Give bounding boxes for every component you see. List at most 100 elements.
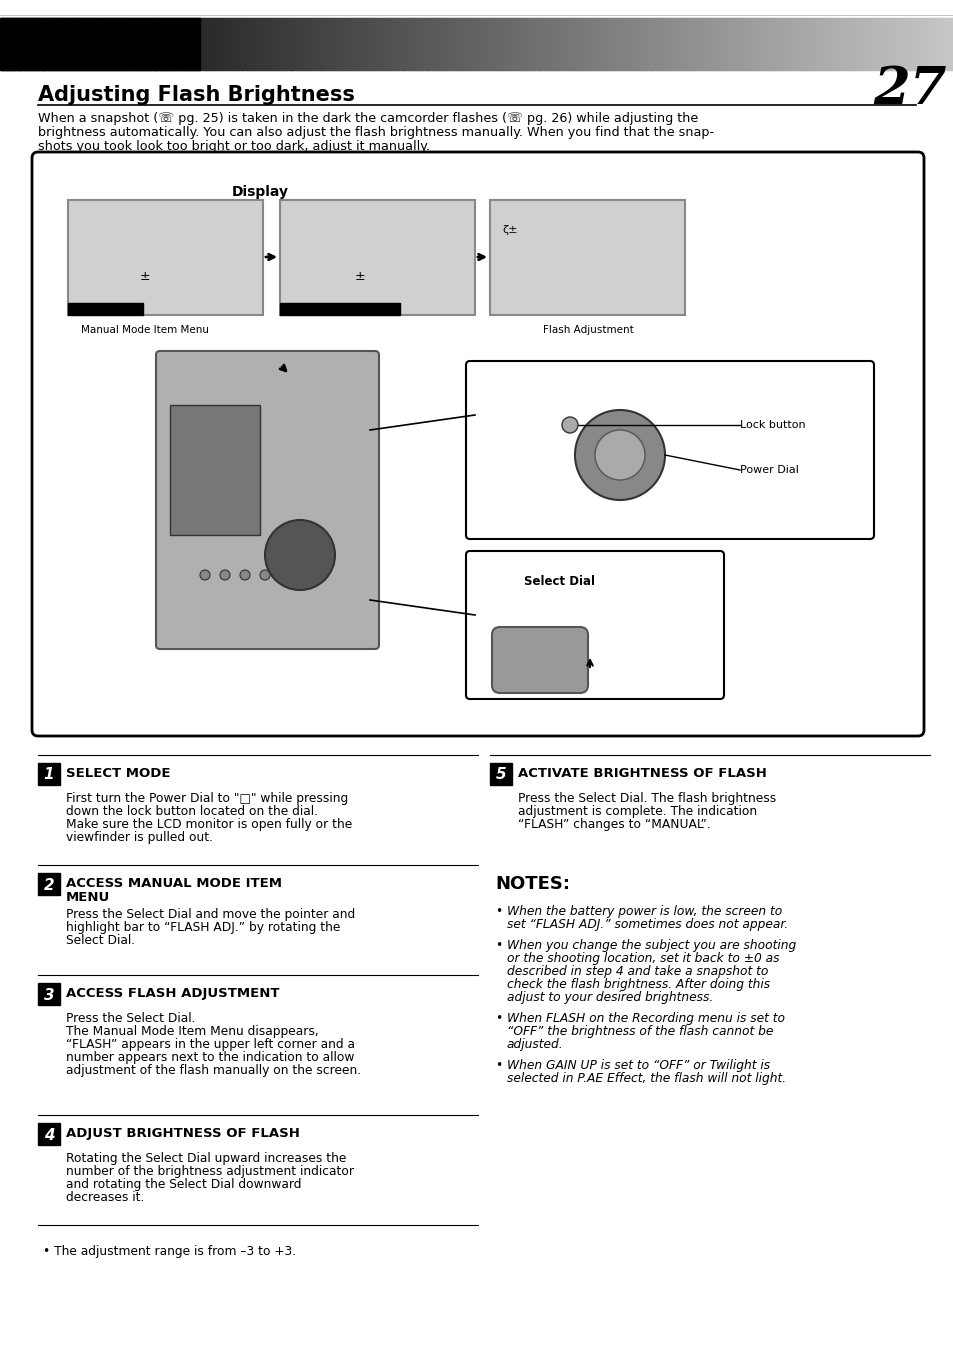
Text: When GAIN UP is set to “OFF” or Twilight is: When GAIN UP is set to “OFF” or Twilight… <box>506 1060 769 1072</box>
Bar <box>319 18 323 70</box>
Bar <box>915 18 919 70</box>
Bar <box>491 18 495 70</box>
Bar <box>141 18 144 70</box>
Bar <box>845 18 849 70</box>
Circle shape <box>200 570 210 580</box>
Bar <box>334 18 337 70</box>
Bar <box>316 18 320 70</box>
Bar <box>593 18 597 70</box>
Bar <box>467 18 471 70</box>
Bar <box>581 18 585 70</box>
FancyBboxPatch shape <box>492 627 587 692</box>
Bar <box>129 18 132 70</box>
Bar <box>348 18 352 70</box>
Bar <box>562 18 566 70</box>
Circle shape <box>220 570 230 580</box>
Bar <box>801 18 804 70</box>
Bar <box>295 18 299 70</box>
Bar <box>416 18 420 70</box>
Bar <box>913 18 916 70</box>
Text: “FLASH” appears in the upper left corner and a: “FLASH” appears in the upper left corner… <box>66 1038 355 1051</box>
Bar <box>774 18 778 70</box>
Bar <box>829 18 833 70</box>
Bar <box>515 18 518 70</box>
Bar <box>429 18 433 70</box>
Bar <box>802 18 806 70</box>
Bar <box>112 18 115 70</box>
Text: ✔±: ✔± <box>74 305 88 314</box>
Bar <box>469 18 473 70</box>
Bar <box>167 18 171 70</box>
Bar <box>901 18 904 70</box>
Bar <box>283 18 287 70</box>
Bar <box>512 18 516 70</box>
Bar <box>335 18 339 70</box>
Bar <box>577 18 580 70</box>
Text: decreases it.: decreases it. <box>66 1191 144 1205</box>
Bar <box>791 18 795 70</box>
Text: Select Dial: Select Dial <box>524 575 595 588</box>
Bar <box>659 18 663 70</box>
Bar <box>445 18 449 70</box>
Bar <box>131 18 134 70</box>
Bar <box>696 18 700 70</box>
Bar <box>14 18 18 70</box>
Bar <box>494 18 497 70</box>
Bar <box>865 18 868 70</box>
Bar <box>68 304 143 314</box>
Bar <box>907 18 911 70</box>
Bar <box>779 18 782 70</box>
Bar <box>517 18 520 70</box>
Bar <box>658 18 661 70</box>
Bar <box>650 18 654 70</box>
Bar <box>619 18 623 70</box>
Bar <box>531 18 535 70</box>
Bar <box>362 18 366 70</box>
Bar <box>351 18 354 70</box>
Bar <box>767 18 771 70</box>
Text: adjustment of the flash manually on the screen.: adjustment of the flash manually on the … <box>66 1064 361 1077</box>
Text: “FLASH” changes to “MANUAL”.: “FLASH” changes to “MANUAL”. <box>517 818 710 831</box>
Bar <box>369 18 373 70</box>
Bar <box>152 18 156 70</box>
Bar <box>226 18 230 70</box>
Bar <box>176 18 180 70</box>
Bar <box>607 18 611 70</box>
Text: 5: 5 <box>496 767 506 782</box>
Bar <box>893 18 897 70</box>
Bar <box>824 18 828 70</box>
Bar <box>764 18 768 70</box>
Bar <box>631 18 635 70</box>
Bar <box>812 18 816 70</box>
Bar <box>48 18 51 70</box>
Text: number appears next to the indication to allow: number appears next to the indication to… <box>66 1051 354 1064</box>
Bar <box>212 18 215 70</box>
Text: 4: 4 <box>44 1127 54 1142</box>
Bar <box>148 18 152 70</box>
Bar <box>267 18 271 70</box>
Bar <box>393 18 396 70</box>
Bar <box>343 18 347 70</box>
Bar <box>648 18 652 70</box>
Bar <box>307 18 311 70</box>
Bar <box>726 18 730 70</box>
Text: highlight bar to “FLASH ADJ.” by rotating the: highlight bar to “FLASH ADJ.” by rotatin… <box>66 921 340 934</box>
Bar <box>91 18 94 70</box>
Bar <box>310 18 314 70</box>
Bar <box>636 18 639 70</box>
FancyBboxPatch shape <box>156 351 378 649</box>
Bar <box>164 18 168 70</box>
Bar <box>254 18 258 70</box>
Bar <box>602 18 606 70</box>
Bar <box>872 18 876 70</box>
Text: described in step 4 and take a snapshot to: described in step 4 and take a snapshot … <box>506 965 767 978</box>
Bar <box>721 18 725 70</box>
Bar <box>931 18 935 70</box>
Text: Manual Mode Item Menu: Manual Mode Item Menu <box>81 325 209 335</box>
Bar <box>618 18 620 70</box>
Bar <box>198 18 201 70</box>
Bar <box>88 18 91 70</box>
Bar <box>162 18 166 70</box>
Bar <box>643 18 647 70</box>
Bar <box>453 18 456 70</box>
